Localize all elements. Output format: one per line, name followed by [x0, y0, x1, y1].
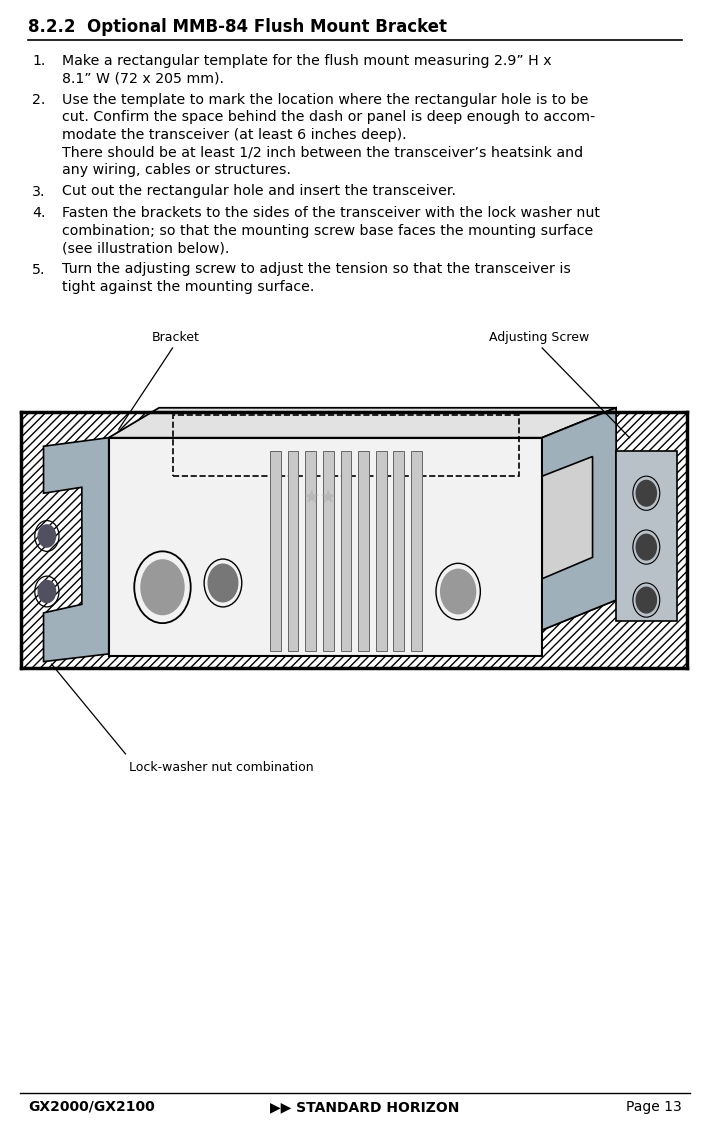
Text: 2.: 2. [32, 93, 45, 107]
Text: Lock-washer nut combination: Lock-washer nut combination [129, 760, 314, 774]
Text: Turn the adjusting screw to adjust the tension so that the transceiver is: Turn the adjusting screw to adjust the t… [62, 263, 571, 276]
Text: Bracket: Bracket [152, 331, 200, 343]
Bar [341, 451, 351, 651]
Text: 4.: 4. [32, 206, 45, 220]
Text: 1.: 1. [32, 54, 45, 68]
Text: 8.1” W (72 x 205 mm).: 8.1” W (72 x 205 mm). [62, 71, 224, 85]
Polygon shape [43, 437, 109, 662]
Circle shape [208, 564, 238, 602]
Text: Fasten the brackets to the sides of the transceiver with the lock washer nut: Fasten the brackets to the sides of the … [62, 206, 600, 220]
Bar [616, 451, 677, 621]
Bar [323, 451, 333, 651]
Bar [394, 451, 404, 651]
Bar [270, 451, 281, 651]
Bar [358, 451, 369, 651]
Text: Adjusting Screw: Adjusting Screw [489, 331, 589, 343]
Polygon shape [542, 408, 616, 630]
Text: Cut out the rectangular hole and insert the transceiver.: Cut out the rectangular hole and insert … [62, 185, 456, 198]
Circle shape [38, 580, 56, 603]
Text: 3.: 3. [32, 185, 45, 198]
Circle shape [440, 569, 476, 614]
Text: GX2000/GX2100: GX2000/GX2100 [28, 1100, 155, 1114]
Text: tight against the mounting surface.: tight against the mounting surface. [62, 280, 314, 293]
Circle shape [141, 560, 184, 614]
Text: modate the transceiver (at least 6 inches deep).: modate the transceiver (at least 6 inche… [62, 128, 406, 142]
Text: ★★: ★★ [303, 488, 338, 506]
Text: Use the template to mark the location where the rectangular hole is to be: Use the template to mark the location wh… [62, 93, 588, 107]
Text: There should be at least 1/2 inch between the transceiver’s heatsink and: There should be at least 1/2 inch betwee… [62, 145, 583, 160]
Bar [109, 437, 542, 656]
Circle shape [636, 535, 656, 560]
Text: cut. Confirm the space behind the dash or panel is deep enough to accom-: cut. Confirm the space behind the dash o… [62, 111, 595, 125]
Polygon shape [542, 408, 616, 630]
Text: any wiring, cables or structures.: any wiring, cables or structures. [62, 163, 291, 177]
Bar [305, 451, 316, 651]
Bar [21, 412, 687, 668]
Text: ▶▶ STANDARD HORIZON: ▶▶ STANDARD HORIZON [270, 1100, 459, 1114]
Text: (see illustration below).: (see illustration below). [62, 241, 229, 255]
Text: Page 13: Page 13 [627, 1100, 682, 1114]
Circle shape [636, 587, 656, 613]
Circle shape [636, 480, 656, 506]
Text: combination; so that the mounting screw base faces the mounting surface: combination; so that the mounting screw … [62, 223, 593, 238]
Text: 5.: 5. [32, 263, 45, 276]
Bar [376, 451, 387, 651]
Circle shape [38, 525, 56, 547]
Bar [173, 415, 519, 476]
Text: 8.2.2  Optional MMB-84 Flush Mount Bracket: 8.2.2 Optional MMB-84 Flush Mount Bracke… [28, 18, 447, 36]
Bar [287, 451, 298, 651]
Bar [411, 451, 422, 651]
Text: Make a rectangular template for the flush mount measuring 2.9” H x: Make a rectangular template for the flus… [62, 54, 552, 68]
Polygon shape [109, 408, 616, 437]
